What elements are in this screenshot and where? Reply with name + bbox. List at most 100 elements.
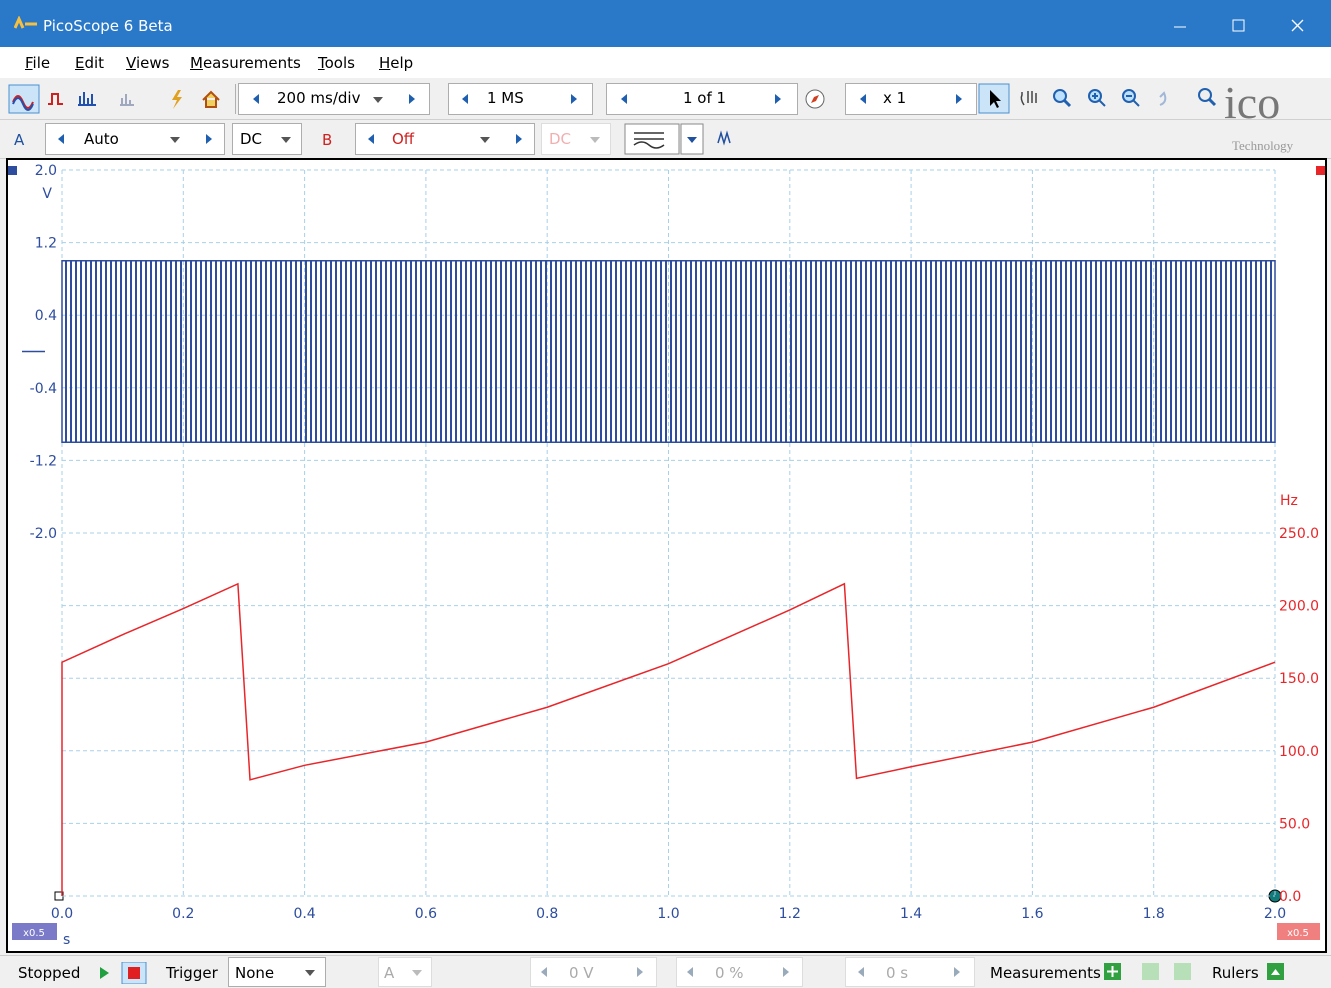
ui-element [202, 90, 220, 108]
menu-item[interactable]: Views [126, 54, 170, 72]
arrow-left [858, 967, 864, 977]
arrow-left [860, 94, 866, 104]
menu-bar: File Edit Views Measurements Tools Help [0, 47, 1331, 78]
frequency-line [61, 582, 1276, 896]
y2-tick-label: 150.0 [1279, 671, 1319, 687]
control-box: Off [355, 123, 535, 155]
x-zoom-label: x0.5 [23, 928, 45, 939]
measurement-buttons[interactable] [1103, 962, 1193, 982]
y-tick-label: 0.4 [35, 308, 57, 324]
arrow-right [956, 94, 962, 104]
ui-element [1092, 93, 1106, 107]
x-tick-label: 1.6 [1021, 906, 1043, 922]
trigger-delay[interactable]: 0 s [886, 964, 909, 982]
run-buttons[interactable] [96, 962, 151, 984]
arrow-right [516, 134, 522, 144]
rulers-button[interactable] [1266, 962, 1286, 982]
menu-item[interactable]: Edit [75, 54, 105, 72]
trigger-threshold[interactable]: 0 V [569, 964, 594, 982]
arrow-right [775, 94, 781, 104]
title-bar: PicoScope 6 Beta [0, 0, 1331, 47]
buffer-index[interactable]: 1 of 1 [683, 89, 727, 107]
y2-tick-label: 100.0 [1279, 744, 1319, 760]
ui-element [633, 132, 665, 149]
scope-view: 0.0 0.2 0.4 0.6 0.8 1.0 1.2 1.4 1.6 1.8 2.0 2.0 1.2 0… [6, 158, 1327, 953]
zoom-factor[interactable]: x 1 [883, 89, 907, 107]
x-tick-label: 2.0 [1264, 906, 1286, 922]
channel-b-label[interactable]: B [322, 131, 333, 149]
ui-element [717, 130, 731, 146]
control-box: DC [541, 123, 611, 155]
view-buttons[interactable] [8, 84, 233, 114]
menu-item[interactable]: Help [379, 54, 414, 72]
trigger-mode[interactable]: None [235, 964, 275, 982]
ui-element [1198, 88, 1212, 102]
y-unit: V [42, 186, 52, 202]
timebase-value[interactable]: 200 ms/div [277, 89, 361, 107]
control-box: 1 MS [448, 83, 593, 115]
window-controls[interactable] [1170, 16, 1310, 36]
dropdown-arrow [373, 97, 383, 103]
x-tick-label: 1.4 [900, 906, 922, 922]
control-box: 0 % [676, 957, 803, 987]
ui-element [1174, 963, 1191, 980]
tool-buttons[interactable] [978, 83, 1218, 115]
arrow-right [783, 967, 789, 977]
x-tick-label: 1.2 [779, 906, 801, 922]
window-title: PicoScope 6 Beta [43, 17, 173, 35]
y2-tick-label: 250.0 [1279, 526, 1319, 542]
control-box: 1 of 1 [606, 83, 798, 115]
measurements-label: Measurements [990, 964, 1101, 982]
arrow-right [571, 94, 577, 104]
y-tick-label: 1.2 [35, 236, 57, 252]
y-tick-label: -0.4 [30, 381, 57, 397]
square-wave [61, 260, 1276, 443]
navigator-icon[interactable] [803, 87, 827, 111]
y2-zoom-badge [1277, 923, 1320, 940]
ui-element [1142, 963, 1159, 980]
y2-tick-label: 200.0 [1279, 599, 1319, 615]
dropdown-arrow [170, 137, 180, 143]
x-tick-label: 0.4 [293, 906, 315, 922]
channel-a-coupling[interactable]: DC [240, 130, 263, 148]
ui-element [1159, 91, 1167, 106]
sample-count[interactable]: 1 MS [487, 89, 524, 107]
ui-element [78, 92, 96, 106]
probe-buttons[interactable] [624, 123, 749, 155]
ui-element [1107, 966, 1118, 977]
control-box: 200 ms/div [238, 83, 430, 115]
toolbar-channels: A Auto DC B Off DC Technology [0, 120, 1331, 159]
status-bar: Stopped Trigger None A 0 V 0 % 0 s Measu… [0, 955, 1331, 988]
channel-b-range[interactable]: Off [392, 130, 415, 148]
menu-item[interactable]: Measurements [190, 54, 301, 72]
dropdown-arrow [305, 970, 315, 976]
channel-b-coupling[interactable]: DC [549, 130, 572, 148]
ui-element [100, 967, 109, 979]
logo: ico [1224, 77, 1281, 128]
separator [235, 84, 236, 114]
ui-element [1232, 19, 1245, 32]
x-tick-label: 0.8 [536, 906, 558, 922]
pre-trigger[interactable]: 0 % [715, 964, 744, 982]
ui-element [8, 84, 40, 114]
menu-item[interactable]: File [25, 54, 51, 72]
channel-a-label[interactable]: A [14, 131, 25, 149]
trigger-channel[interactable]: A [384, 964, 395, 982]
ui-element [1062, 98, 1072, 108]
control-box: Auto [45, 123, 225, 155]
menu-item[interactable]: Tools [318, 54, 355, 72]
ui-element [687, 137, 697, 143]
arrow-left [58, 134, 64, 144]
y2-zoom-label: x0.5 [1287, 928, 1309, 939]
trigger-label: Trigger [166, 964, 218, 982]
control-box: 0 s [845, 957, 975, 987]
y2-unit: Hz [1280, 493, 1298, 509]
arrow-right [206, 134, 212, 144]
ui-element [12, 97, 34, 111]
arrow-left [687, 967, 693, 977]
x-tick-label: 0.6 [415, 906, 437, 922]
ui-element [128, 967, 140, 979]
control-box: x 1 [845, 83, 977, 115]
channel-a-range[interactable]: Auto [84, 130, 119, 148]
